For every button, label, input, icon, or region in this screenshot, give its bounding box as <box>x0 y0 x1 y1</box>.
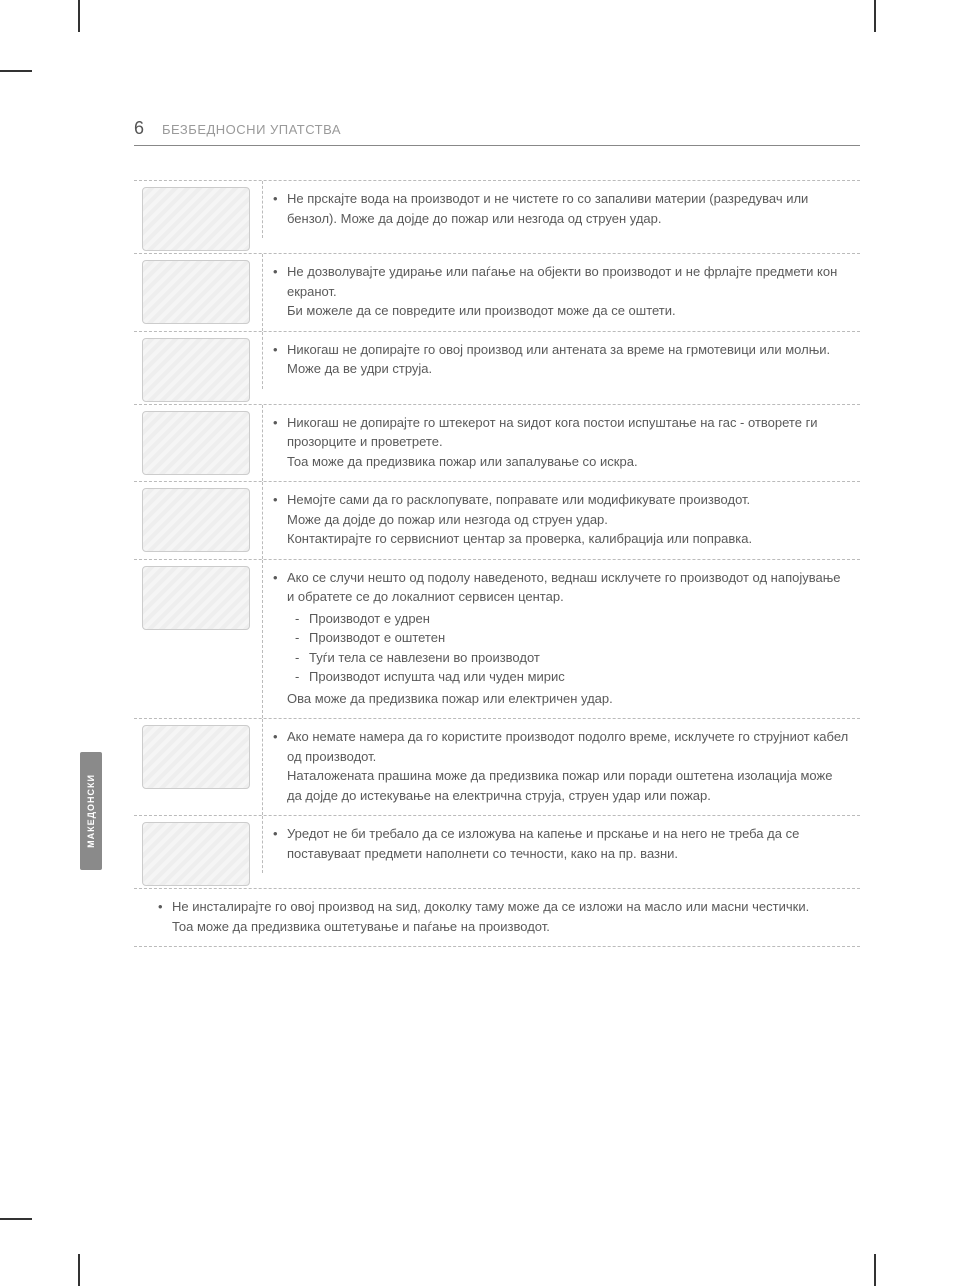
warning-extra: Тоа може да предизвика оштетување и паѓа… <box>158 917 850 937</box>
table-row: •Ако немате намера да го користите произ… <box>134 719 860 816</box>
text-cell: •Ако немате намера да го користите произ… <box>262 719 860 815</box>
table-row: •Никогаш не допирајте го штекерот на ѕид… <box>134 405 860 483</box>
page-number: 6 <box>134 118 144 139</box>
warning-extra: Контактирајте го сервисниот центар за пр… <box>273 529 850 549</box>
disassemble-icon <box>142 488 250 552</box>
warning-text: Немојте сами да го расклопувате, поправа… <box>287 490 750 510</box>
text-cell: •Никогаш не допирајте го штекерот на ѕид… <box>262 405 860 482</box>
icon-cell <box>134 482 262 554</box>
icon-cell <box>134 816 262 888</box>
warning-trailing: Ова може да предизвика пожар или електри… <box>273 689 850 709</box>
sub-list: -Производот е удрен -Производот е оштете… <box>273 609 850 687</box>
gas-outlet-icon <box>142 411 250 475</box>
icon-cell <box>134 405 262 477</box>
text-cell: •Немојте сами да го расклопувате, поправ… <box>262 482 860 559</box>
text-cell: •Уредот не би требало да се изложува на … <box>262 816 860 873</box>
text-cell: •Ако се случи нешто од подолу наведеното… <box>262 560 860 719</box>
warning-extra: Наталожената прашина може да предизвика … <box>273 766 850 805</box>
crop-mark <box>874 1254 876 1286</box>
warning-extra: Може да дојде до пожар или незгода од ст… <box>273 510 850 530</box>
warning-text: Не прскајте вода на производот и не чист… <box>287 189 850 228</box>
table-row: •Уредот не би требало да се изложува на … <box>134 816 860 889</box>
sub-item-text: Производот е оштетен <box>309 628 445 648</box>
table-row: •Ако се случи нешто од подолу наведеното… <box>134 560 860 720</box>
icon-cell <box>134 719 262 791</box>
warning-text: Не дозволувајте удирање или паѓање на об… <box>287 262 850 301</box>
crop-mark <box>78 1254 80 1286</box>
damaged-tv-icon <box>142 566 250 630</box>
spray-tv-icon <box>142 187 250 251</box>
warning-text: Никогаш не допирајте го овој производ ил… <box>287 340 830 360</box>
warning-extra: Би можеле да се повредите или производот… <box>273 301 850 321</box>
text-cell: •Не прскајте вода на производот и не чис… <box>262 181 860 238</box>
text-cell: •Никогаш не допирајте го овој производ и… <box>262 332 860 389</box>
table-row-fullwidth: •Не инсталирајте го овој производ на ѕид… <box>134 889 860 947</box>
page-header: 6 БЕЗБЕДНОСНИ УПАТСТВА <box>134 118 860 146</box>
text-cell: •Не дозволувајте удирање или паѓање на о… <box>262 254 860 331</box>
sub-item-text: Производот испушта чад или чуден мирис <box>309 667 565 687</box>
ball-impact-icon <box>142 260 250 324</box>
sub-item-text: Производот е удрен <box>309 609 430 629</box>
table-row: •Не дозволувајте удирање или паѓање на о… <box>134 254 860 332</box>
table-row: •Немојте сами да го расклопувате, поправ… <box>134 482 860 560</box>
icon-cell <box>134 560 262 632</box>
text-cell: •Не инсталирајте го овој производ на ѕид… <box>134 889 860 946</box>
lightning-tv-icon <box>142 338 250 402</box>
section-title: БЕЗБЕДНОСНИ УПАТСТВА <box>162 122 341 137</box>
crop-mark <box>0 1218 32 1220</box>
unplug-icon <box>142 725 250 789</box>
warning-text: Уредот не би требало да се изложува на к… <box>287 824 850 863</box>
safety-table: •Не прскајте вода на производот и не чис… <box>134 180 860 947</box>
crop-mark <box>0 70 32 72</box>
crop-mark <box>78 0 80 32</box>
dripping-icon <box>142 822 250 886</box>
table-row: •Никогаш не допирајте го овој производ и… <box>134 332 860 405</box>
warning-text: Ако немате намера да го користите произв… <box>287 727 850 766</box>
crop-mark <box>874 0 876 32</box>
warning-text: Не инсталирајте го овој производ на ѕид,… <box>172 897 809 917</box>
warning-extra: Тоа може да предизвика пожар или запалув… <box>273 452 850 472</box>
warning-extra: Може да ве удри струја. <box>273 359 850 379</box>
language-tab-label: МАКЕДОНСКИ <box>86 774 96 848</box>
page-content: 6 БЕЗБЕДНОСНИ УПАТСТВА •Не прскајте вода… <box>134 118 860 947</box>
warning-text: Ако се случи нешто од подолу наведеното,… <box>287 568 850 607</box>
language-tab: МАКЕДОНСКИ <box>80 752 102 870</box>
icon-cell <box>134 181 262 253</box>
sub-item-text: Туѓи тела се навлезени во производот <box>309 648 540 668</box>
table-row: •Не прскајте вода на производот и не чис… <box>134 181 860 254</box>
icon-cell <box>134 332 262 404</box>
icon-cell <box>134 254 262 326</box>
warning-text: Никогаш не допирајте го штекерот на ѕидо… <box>287 413 850 452</box>
